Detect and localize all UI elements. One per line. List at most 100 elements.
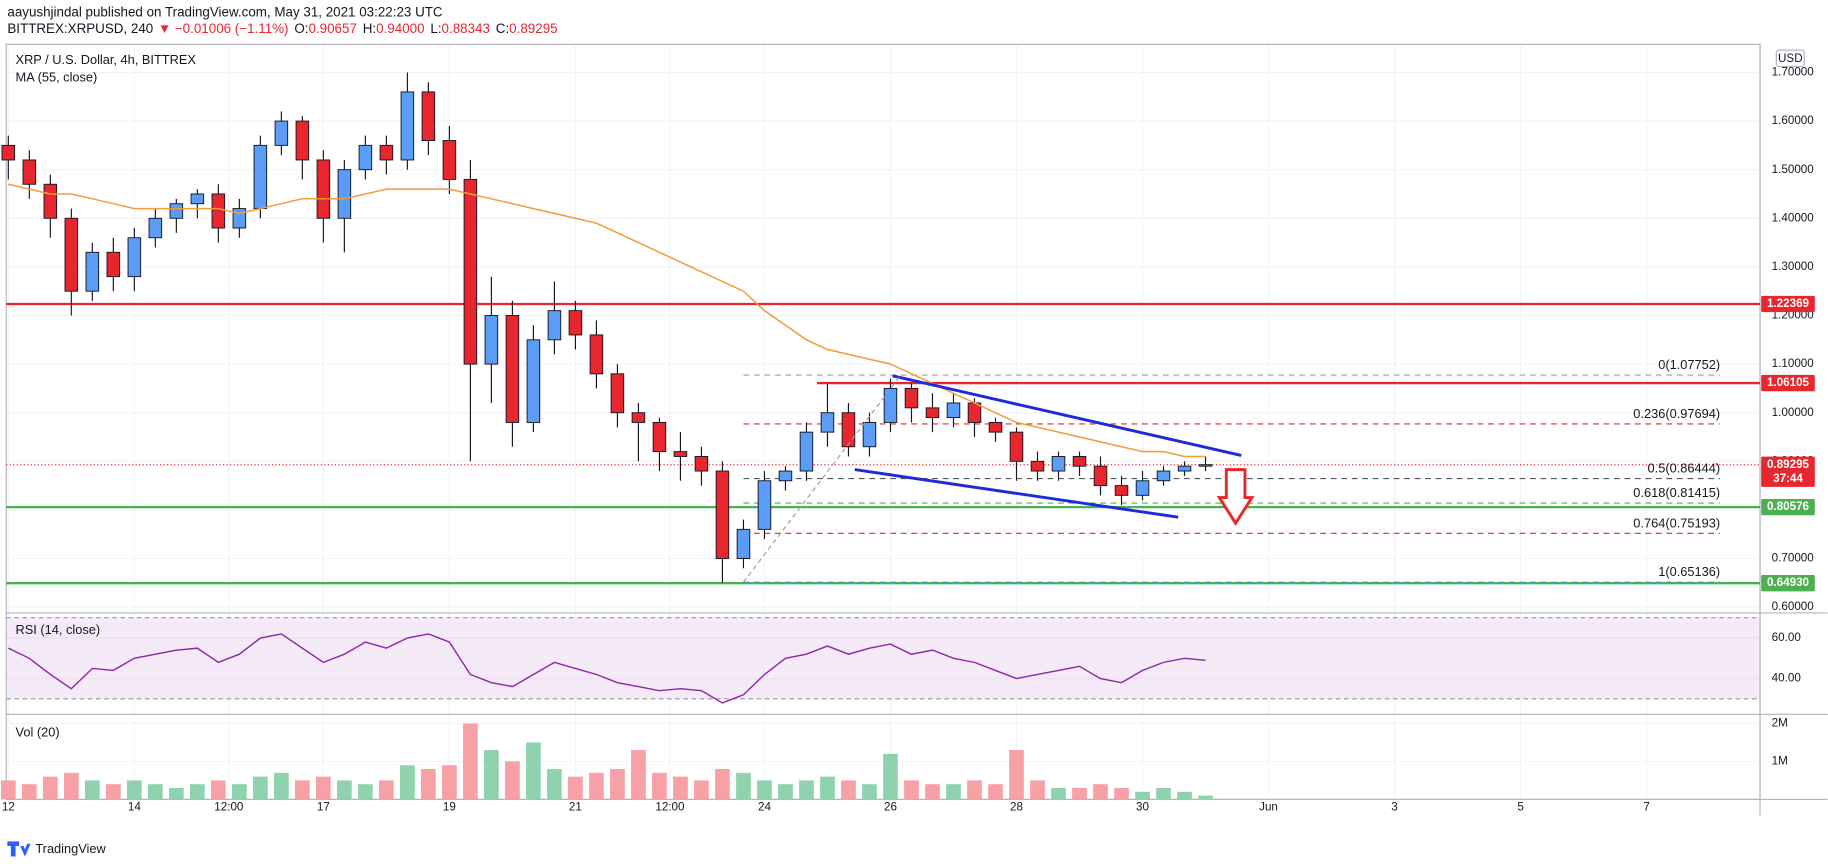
fib-label: 0.5(0.86444) (1648, 461, 1721, 476)
ohlc-label: O: (294, 21, 308, 36)
candle-body (967, 402, 982, 423)
x-tick-label: 26 (884, 801, 897, 814)
candle-body (757, 480, 772, 530)
symbol-line: BITTREX:XRPUSD, 240 ▼ −0.01006 (−1.11%) O:… (7, 21, 557, 36)
grid (6, 44, 1761, 800)
labels: aayushjindal published on TradingView.co… (2, 4, 1815, 857)
volume-bar (883, 753, 898, 800)
price-tag (1761, 575, 1815, 592)
candle-body (1198, 464, 1213, 467)
candle-body (820, 412, 835, 433)
candle-body (358, 144, 373, 171)
volume-bar (189, 784, 205, 800)
x-tick-label: 24 (758, 801, 771, 814)
y-tick-label: 0.70000 (1772, 552, 1815, 565)
x-tick-label: 30 (1136, 801, 1149, 814)
volume-bar (42, 776, 58, 800)
currency-box[interactable] (1775, 49, 1805, 68)
volume-bar (400, 765, 415, 800)
fib-trend-line (742, 374, 902, 583)
candle-body (106, 251, 121, 278)
y-tick-label: 1.00000 (1772, 406, 1815, 419)
volume-bar (1114, 788, 1129, 800)
ma-legend: MA (55, close) (16, 69, 98, 84)
candle-body (862, 421, 877, 448)
x-tick-label: 28 (1010, 801, 1023, 814)
volume-bar (925, 784, 940, 800)
volume-bar (799, 780, 814, 800)
x-tick-label: 21 (569, 801, 582, 814)
volume-tick-label: 2M (1772, 717, 1788, 730)
volume-bar (1093, 784, 1108, 800)
volume-bar (1009, 750, 1024, 800)
volume-bar (253, 776, 268, 800)
candle-body (43, 183, 58, 219)
volume-bar (673, 776, 688, 800)
candle-body (736, 528, 751, 559)
candle-body (673, 451, 688, 457)
x-tick-label: 14 (128, 801, 141, 814)
candle-body (442, 140, 457, 180)
candle-body (400, 91, 415, 161)
price-tag-label: 0.89295 (1767, 458, 1810, 471)
volume-bar (63, 772, 79, 800)
fib-label: 1(0.65136) (1658, 564, 1720, 579)
candle-body (904, 387, 919, 409)
candle-body (799, 431, 814, 472)
rsi-line (8, 633, 1206, 704)
ohlc-value: 0.90657 (309, 21, 357, 36)
candle-body (1072, 455, 1087, 467)
fib-label: 0(1.07752) (1658, 357, 1720, 372)
rsi-legend: RSI (14, close) (16, 622, 101, 637)
x-tick-label: Jun (1259, 801, 1278, 814)
candle-body (169, 203, 184, 219)
change: ▼ −0.01006 (−1.11%) (158, 21, 289, 36)
y-tick-label: 1.60000 (1772, 114, 1815, 127)
volume-bar (1198, 795, 1213, 800)
candle-body (232, 208, 247, 229)
ohlc-value: 0.88343 (442, 21, 490, 36)
candle-body (1114, 485, 1129, 496)
volume-bar (337, 780, 352, 800)
brand-logo (7, 841, 31, 857)
fib-label: 0.236(0.97694) (1633, 406, 1720, 421)
candle-body (274, 120, 289, 146)
volume-bar (1051, 788, 1066, 800)
candle-body (1093, 465, 1108, 487)
y-tick-label: 1.10000 (1772, 357, 1815, 370)
down-arrow (1216, 468, 1255, 526)
volume-tick-label: 1M (1772, 755, 1788, 768)
price-tag-label: 0.80576 (1767, 500, 1810, 513)
volume-bar (694, 780, 709, 800)
brand: TradingView (35, 841, 106, 856)
candle-body (631, 412, 646, 423)
x-tick-label: 12:00 (214, 801, 244, 814)
publisher: aayushjindal published on TradingView.co… (7, 4, 443, 19)
volume-bar (862, 784, 877, 800)
price-tag (1761, 295, 1815, 313)
ma-line (8, 183, 1206, 458)
volume-bar (1135, 791, 1150, 800)
candle-body (1156, 470, 1171, 482)
rsi-band (6, 617, 1761, 699)
candle-body (1177, 465, 1192, 472)
volume-bar (589, 772, 604, 800)
fib-label: 0.764(0.75193) (1633, 515, 1720, 530)
volume-bar (105, 784, 121, 800)
volume-bar (316, 776, 331, 800)
ohlc-label: C: (496, 21, 509, 36)
candle-body (379, 144, 394, 161)
volume-bar (967, 780, 982, 800)
x-tick-label: 5 (1517, 801, 1523, 814)
symbol: BITTREX:XRPUSD, 240 (7, 21, 153, 36)
volume-bar (778, 784, 793, 800)
volume-bar (631, 750, 646, 800)
fib-label: 0.618(0.81415) (1633, 485, 1720, 500)
volume-bar (147, 784, 163, 800)
drawings (0, 72, 1761, 800)
candle-body (610, 373, 625, 414)
volume-bar (757, 780, 772, 800)
countdown: 37:44 (1773, 472, 1803, 485)
volume-bar (904, 780, 919, 800)
